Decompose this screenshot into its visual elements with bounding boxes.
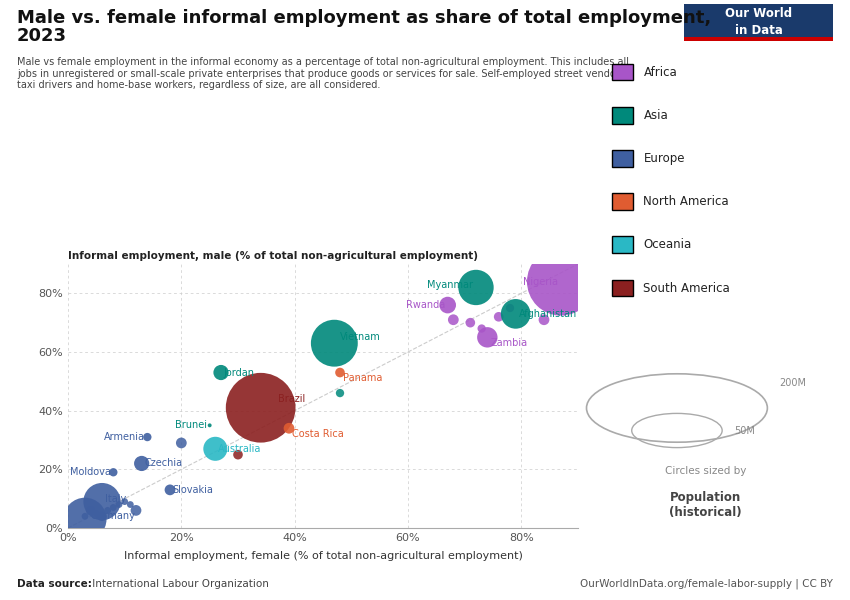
Text: North America: North America [643,195,729,208]
Point [480,332,494,342]
Point [78,514,92,524]
Point [282,424,296,433]
Text: Asia: Asia [643,109,668,122]
Point [554,277,568,286]
Point [203,421,217,430]
Text: Panama: Panama [343,373,382,383]
Point [475,324,489,334]
Point [106,467,120,477]
Text: Rwanda: Rwanda [405,300,445,310]
Point [492,312,506,322]
Point [163,485,177,494]
Text: Armenia: Armenia [104,432,144,442]
Point [129,506,143,515]
Text: Population
(historical): Population (historical) [669,491,742,519]
Point [78,511,92,521]
Text: Male vs. female informal employment as share of total employment,: Male vs. female informal employment as s… [17,9,711,27]
Point [118,497,132,506]
Point [333,368,347,377]
Text: Nigeria: Nigeria [523,277,558,287]
Text: Brazil: Brazil [278,394,305,404]
Text: OurWorldInData.org/female-labor-supply | CC BY: OurWorldInData.org/female-labor-supply |… [580,578,833,589]
Text: Czechia: Czechia [144,458,183,469]
Text: Data source:: Data source: [17,579,92,589]
Point [140,432,154,442]
Point [503,303,517,313]
Text: 200M: 200M [779,379,807,388]
Point [123,500,137,509]
Point [254,403,268,413]
Text: Jordan: Jordan [224,368,255,377]
Text: Italy: Italy [105,494,126,503]
Point [327,338,341,348]
Text: Circles sized by: Circles sized by [665,467,746,476]
Point [174,438,188,448]
Text: Oceania: Oceania [643,238,692,251]
Point [208,444,222,454]
Point [89,509,103,518]
Point [135,458,149,468]
Text: Our World: Our World [725,7,792,20]
Text: 2023: 2023 [17,27,67,45]
Text: Australia: Australia [218,444,262,454]
Point [112,500,126,509]
Text: Slovakia: Slovakia [173,485,213,495]
Text: Africa: Africa [643,65,677,79]
Text: Europe: Europe [643,152,685,165]
Point [101,506,115,515]
X-axis label: Informal employment, female (% of total non-agricultural employment): Informal employment, female (% of total … [123,551,523,561]
Point [509,309,523,319]
Point [95,511,109,521]
Point [463,318,477,328]
Text: Myanmar: Myanmar [428,280,473,290]
Text: International Labour Organization: International Labour Organization [89,579,269,589]
Point [95,497,109,506]
Text: South America: South America [643,281,730,295]
Point [469,283,483,292]
Text: in Data: in Data [734,24,783,37]
Text: Germany: Germany [91,511,135,521]
Text: Zambia: Zambia [490,338,527,348]
Point [537,315,551,325]
Text: 50M: 50M [734,425,755,436]
Point [333,388,347,398]
Point [441,300,455,310]
Point [446,315,460,325]
Point [214,368,228,377]
Point [106,503,120,512]
Text: Male vs female employment in the informal economy as a percentage of total non-a: Male vs female employment in the informa… [17,57,629,90]
Text: Costa Rica: Costa Rica [292,429,343,439]
Point [84,506,98,515]
Text: Moldova: Moldova [70,467,110,477]
Text: Brunei: Brunei [175,421,207,430]
Point [231,450,245,460]
Text: Informal employment, male (% of total non-agricultural employment): Informal employment, male (% of total no… [68,251,478,261]
Text: Vietnam: Vietnam [340,332,381,343]
Text: Afghanistan: Afghanistan [518,309,577,319]
